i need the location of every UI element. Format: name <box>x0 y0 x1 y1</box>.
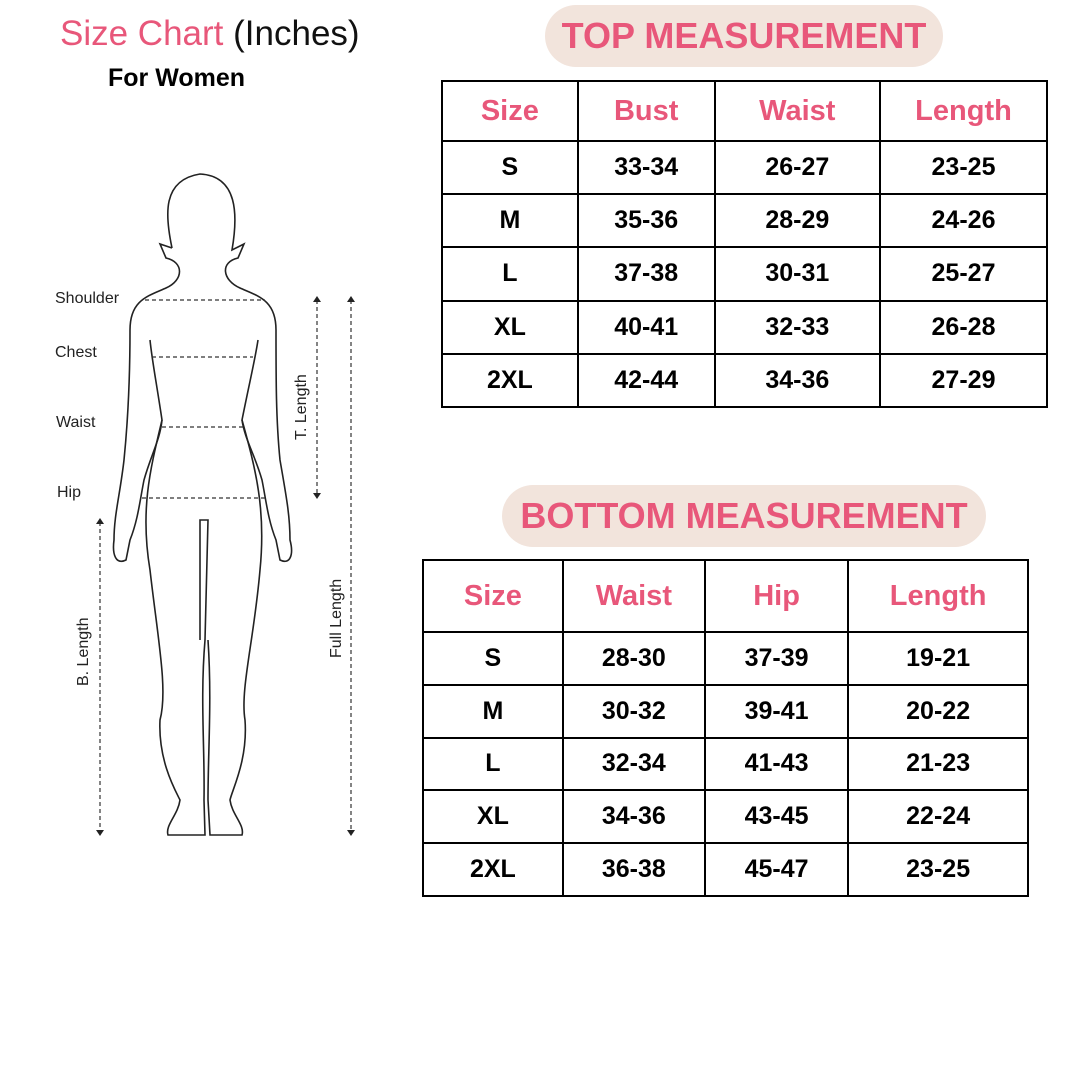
table-cell: M <box>422 683 564 739</box>
table-cell: XL <box>441 299 579 355</box>
label-full-length: Full Length <box>328 578 345 658</box>
table-cell: 45-47 <box>703 842 850 897</box>
table-cell: S <box>441 139 579 196</box>
subtitle: For Women <box>108 64 246 92</box>
table-cell: 41-43 <box>703 736 850 792</box>
table-cell: 40-41 <box>576 299 716 355</box>
table-cell: L <box>441 246 579 302</box>
body-figure-illustration <box>96 173 355 836</box>
table-cell: 43-45 <box>703 789 850 845</box>
table-row: L 37-38 30-31 25-27 <box>441 246 1048 302</box>
column-header: Bust <box>576 80 716 142</box>
table-cell: 42-44 <box>576 352 716 409</box>
table-cell: XL <box>422 789 564 845</box>
header-row: Size Waist Hip Length <box>422 559 1029 633</box>
title-unit: (Inches) <box>233 14 360 53</box>
table-cell: 30-32 <box>561 683 706 739</box>
column-header: Size <box>441 80 579 142</box>
label-chest: Chest <box>55 344 97 361</box>
column-header: Length <box>879 80 1048 142</box>
table-row: 2XL 36-38 45-47 23-25 <box>422 842 1029 897</box>
table-cell: L <box>422 736 564 792</box>
column-header: Hip <box>703 559 850 633</box>
table-cell: 23-25 <box>847 842 1029 897</box>
label-hip: Hip <box>57 484 82 501</box>
column-header: Size <box>422 559 564 633</box>
table-cell: 32-34 <box>561 736 706 792</box>
table-cell: 21-23 <box>847 736 1029 792</box>
table-row: XL 40-41 32-33 26-28 <box>441 299 1048 355</box>
label-shoulder: Shoulder <box>55 290 120 307</box>
table-cell: 2XL <box>422 842 564 897</box>
table-cell: 36-38 <box>561 842 706 897</box>
label-waist: Waist <box>56 414 96 431</box>
bottom-measurement-heading: BOTTOM MEASUREMENT <box>502 485 986 547</box>
table-cell: 19-21 <box>847 631 1029 686</box>
table-cell: 27-29 <box>879 352 1048 409</box>
top-measurement-table: Size Bust Waist Length S 33-34 26-27 23-25 M 35-3… <box>441 80 1048 409</box>
table-cell: M <box>441 193 579 249</box>
table-cell: S <box>422 631 564 686</box>
table-cell: 37-38 <box>576 246 716 302</box>
table-cell: 24-26 <box>879 193 1048 249</box>
table-row: S 33-34 26-27 23-25 <box>441 139 1048 196</box>
table-cell: 30-31 <box>713 246 882 302</box>
column-header: Waist <box>561 559 706 633</box>
column-header: Length <box>847 559 1029 633</box>
table-cell: 25-27 <box>879 246 1048 302</box>
table-cell: 26-27 <box>713 139 882 196</box>
top-measurement-heading: TOP MEASUREMENT <box>545 5 943 67</box>
table-cell: 33-34 <box>576 139 716 196</box>
table-cell: 22-24 <box>847 789 1029 845</box>
table-cell: 37-39 <box>703 631 850 686</box>
table-row: XL 34-36 43-45 22-24 <box>422 789 1029 845</box>
table-cell: 39-41 <box>703 683 850 739</box>
table-row: M 35-36 28-29 24-26 <box>441 193 1048 249</box>
table-cell: 20-22 <box>847 683 1029 739</box>
table-row: 2XL 42-44 34-36 27-29 <box>441 352 1048 409</box>
header-row: Size Bust Waist Length <box>441 80 1048 142</box>
table-cell: 2XL <box>441 352 579 409</box>
table-cell: 26-28 <box>879 299 1048 355</box>
table-row: S 28-30 37-39 19-21 <box>422 631 1029 686</box>
table-cell: 34-36 <box>561 789 706 845</box>
page-title: Size Chart (Inches) <box>60 14 360 54</box>
table-cell: 34-36 <box>713 352 882 409</box>
table-cell: 23-25 <box>879 139 1048 196</box>
table-row: M 30-32 39-41 20-22 <box>422 683 1029 739</box>
title-main: Size Chart <box>60 14 224 53</box>
table-cell: 28-30 <box>561 631 706 686</box>
table-cell: 32-33 <box>713 299 882 355</box>
table-row: L 32-34 41-43 21-23 <box>422 736 1029 792</box>
label-t-length: T. Length <box>293 374 310 440</box>
label-b-length: B. Length <box>75 617 92 687</box>
bottom-measurement-table: Size Waist Hip Length S 28-30 37-39 19-21 M 30-32… <box>422 559 1029 897</box>
table-cell: 28-29 <box>713 193 882 249</box>
column-header: Waist <box>713 80 882 142</box>
table-cell: 35-36 <box>576 193 716 249</box>
